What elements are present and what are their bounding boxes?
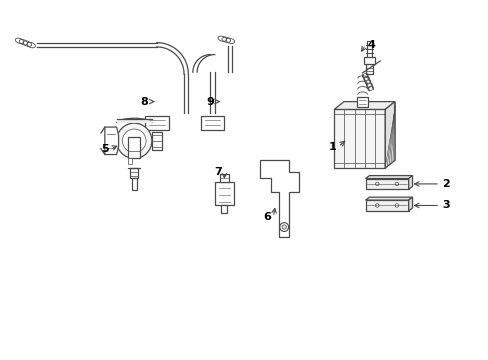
Text: 4: 4 [366,40,375,50]
Circle shape [375,204,378,207]
Polygon shape [333,109,385,168]
Bar [132,178,137,190]
Text: 7: 7 [214,167,222,177]
Text: 9: 9 [206,96,214,107]
Polygon shape [104,127,118,154]
Bar [214,182,234,206]
Text: 6: 6 [263,212,271,222]
Circle shape [375,182,378,186]
Circle shape [394,204,398,207]
Text: 5: 5 [101,144,108,154]
Bar [365,200,408,211]
Text: 2: 2 [441,179,449,189]
Circle shape [116,123,152,158]
Polygon shape [385,102,394,168]
Polygon shape [408,176,412,189]
Bar [221,206,227,213]
Circle shape [279,222,288,231]
Polygon shape [365,197,412,200]
Bar [219,174,229,182]
Bar [363,57,374,64]
Bar [128,158,132,164]
Circle shape [394,182,398,186]
Polygon shape [259,161,298,237]
Polygon shape [365,176,412,179]
Bar [145,116,168,130]
Polygon shape [408,197,412,211]
Bar [201,116,224,130]
Bar [365,64,373,74]
Text: 3: 3 [441,201,449,211]
Text: 8: 8 [140,96,148,107]
Bar [356,97,367,107]
Bar [152,132,162,150]
Circle shape [282,225,286,229]
Bar [130,168,138,178]
Bar [128,137,140,158]
Circle shape [122,129,146,153]
Bar [116,119,152,123]
Polygon shape [333,102,394,109]
Text: 1: 1 [327,142,335,152]
Bar [365,179,408,189]
